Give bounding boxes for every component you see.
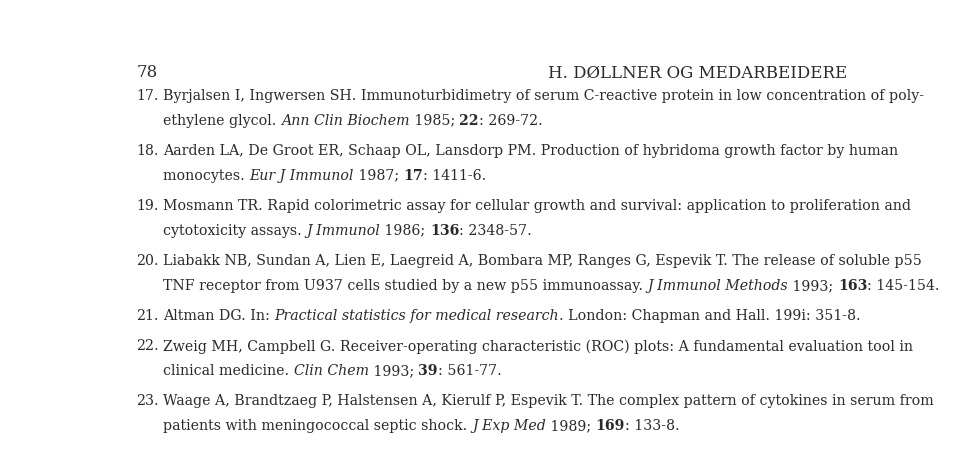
Text: patients with meningococcal septic shock.: patients with meningococcal septic shock… xyxy=(163,419,472,433)
Text: 22: 22 xyxy=(459,113,479,128)
Text: clinical medicine.: clinical medicine. xyxy=(163,364,294,378)
Text: : 561-77.: : 561-77. xyxy=(438,364,502,378)
Text: ethylene glycol.: ethylene glycol. xyxy=(163,113,281,128)
Text: cytotoxicity assays.: cytotoxicity assays. xyxy=(163,224,306,238)
Text: Practical statistics for medical research: Practical statistics for medical researc… xyxy=(275,309,559,323)
Text: 78: 78 xyxy=(136,64,157,81)
Text: 22.: 22. xyxy=(136,339,159,353)
Text: J Immunol Methods: J Immunol Methods xyxy=(648,279,788,293)
Text: 20.: 20. xyxy=(136,254,159,268)
Text: : 1411-6.: : 1411-6. xyxy=(423,169,487,183)
Text: : 2348-57.: : 2348-57. xyxy=(459,224,532,238)
Text: monocytes.: monocytes. xyxy=(163,169,250,183)
Text: 21.: 21. xyxy=(136,309,158,323)
Text: : 269-72.: : 269-72. xyxy=(479,113,542,128)
Text: Byrjalsen I, Ingwersen SH. Immunoturbidimetry of serum C-reactive protein in low: Byrjalsen I, Ingwersen SH. Immunoturbidi… xyxy=(163,89,924,103)
Text: . London: Chapman and Hall. 199i: 351-8.: . London: Chapman and Hall. 199i: 351-8. xyxy=(559,309,861,323)
Text: Altman DG. In:: Altman DG. In: xyxy=(163,309,275,323)
Text: 1993;: 1993; xyxy=(369,364,419,378)
Text: Ann Clin Biochem: Ann Clin Biochem xyxy=(281,113,410,128)
Text: 1993;: 1993; xyxy=(788,279,838,293)
Text: Aarden LA, De Groot ER, Schaap OL, Lansdorp PM. Production of hybridoma growth f: Aarden LA, De Groot ER, Schaap OL, Lansd… xyxy=(163,144,899,158)
Text: 169: 169 xyxy=(595,419,625,433)
Text: Liabakk NB, Sundan A, Lien E, Laegreid A, Bombara MP, Ranges G, Espevik T. The r: Liabakk NB, Sundan A, Lien E, Laegreid A… xyxy=(163,254,922,268)
Text: Clin Chem: Clin Chem xyxy=(294,364,369,378)
Text: 39: 39 xyxy=(419,364,438,378)
Text: 136: 136 xyxy=(430,224,459,238)
Text: : 145-154.: : 145-154. xyxy=(867,279,940,293)
Text: 17: 17 xyxy=(403,169,423,183)
Text: Eur J Immunol: Eur J Immunol xyxy=(250,169,354,183)
Text: 1986;: 1986; xyxy=(380,224,430,238)
Text: 1987;: 1987; xyxy=(354,169,403,183)
Text: 17.: 17. xyxy=(136,89,158,103)
Text: : 133-8.: : 133-8. xyxy=(625,419,680,433)
Text: 1985;: 1985; xyxy=(410,113,459,128)
Text: Waage A, Brandtzaeg P, Halstensen A, Kierulf P, Espevik T. The complex pattern o: Waage A, Brandtzaeg P, Halstensen A, Kie… xyxy=(163,394,934,408)
Text: J Exp Med: J Exp Med xyxy=(472,419,545,433)
Text: 1989;: 1989; xyxy=(545,419,595,433)
Text: 19.: 19. xyxy=(136,199,158,213)
Text: 23.: 23. xyxy=(136,394,159,408)
Text: J Immunol: J Immunol xyxy=(306,224,380,238)
Text: H. DØLLNER OG MEDARBEIDERE: H. DØLLNER OG MEDARBEIDERE xyxy=(548,64,848,81)
Text: Zweig MH, Campbell G. Receiver-operating characteristic (ROC) plots: A fundament: Zweig MH, Campbell G. Receiver-operating… xyxy=(163,339,913,354)
Text: TNF receptor from U937 cells studied by a new p55 immunoassay.: TNF receptor from U937 cells studied by … xyxy=(163,279,648,293)
Text: Mosmann TR. Rapid colorimetric assay for cellular growth and survival: applicati: Mosmann TR. Rapid colorimetric assay for… xyxy=(163,199,911,213)
Text: 18.: 18. xyxy=(136,144,158,158)
Text: 163: 163 xyxy=(838,279,867,293)
